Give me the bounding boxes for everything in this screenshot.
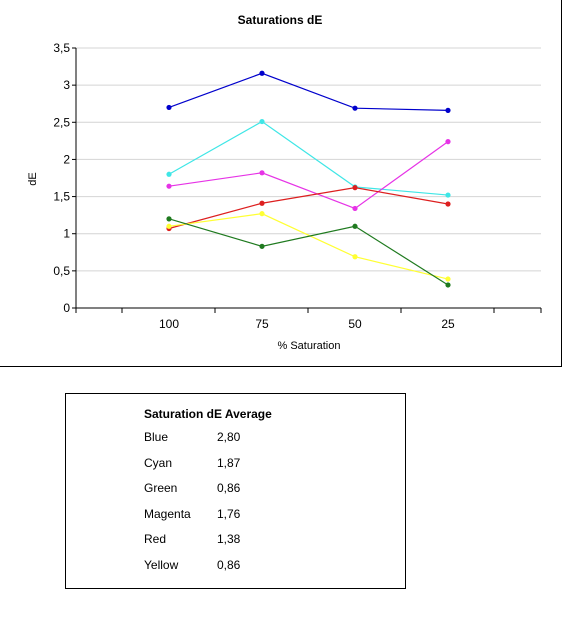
- data-point: [445, 192, 451, 198]
- data-point: [166, 216, 172, 222]
- data-point: [259, 70, 265, 76]
- average-row-label: Red: [144, 532, 167, 546]
- series-5: [166, 216, 451, 288]
- data-point: [352, 105, 358, 111]
- data-point: [352, 223, 358, 229]
- saturation-average-table: Saturation dE Average Blue 2,80 Cyan 1,87 Gr…: [65, 393, 406, 589]
- x-tick-label: 50: [348, 317, 362, 331]
- data-point: [445, 139, 451, 145]
- y-tick-label: 2: [63, 152, 70, 166]
- y-tick-label: 3: [63, 78, 70, 92]
- average-row-value: 1,76: [217, 506, 241, 521]
- data-point: [166, 104, 172, 111]
- average-row-label: Cyan: [144, 455, 173, 470]
- series-0: [166, 70, 451, 113]
- data-point: [352, 254, 358, 260]
- data-point: [445, 201, 451, 207]
- average-row-blue: Blue 2,80: [66, 430, 405, 446]
- series-4: [166, 211, 451, 282]
- x-tick-label: 100: [159, 317, 179, 331]
- series-lines: [166, 70, 451, 288]
- average-row-green: Green 0,86: [66, 481, 405, 497]
- average-row-red: Red 1,38: [66, 532, 405, 548]
- grid-lines: [76, 47, 541, 272]
- average-row-label: Blue: [144, 430, 169, 444]
- series-2: [166, 139, 451, 212]
- y-tick-label: 0: [63, 301, 70, 315]
- average-row-value: 0,86: [217, 557, 241, 572]
- y-tick-label: 1: [63, 227, 70, 241]
- x-axis-label: % Saturation: [278, 340, 341, 352]
- series-line: [168, 187, 449, 230]
- x-tick-labels: 100 75 50 25: [159, 317, 455, 331]
- average-row-label: Green: [144, 481, 178, 495]
- data-point: [166, 223, 172, 229]
- average-row-value: 0,86: [217, 481, 241, 495]
- data-point: [259, 243, 265, 249]
- average-row-value: 1,87: [217, 455, 241, 470]
- data-point: [445, 276, 451, 282]
- data-point: [259, 170, 265, 176]
- y-tick-label: 1,5: [53, 190, 70, 204]
- series-line: [168, 120, 449, 196]
- axes: [72, 47, 542, 313]
- average-row-magenta: Magenta 1,76: [66, 507, 405, 523]
- data-point: [166, 183, 172, 189]
- series-line: [168, 213, 449, 280]
- average-row-label: Yellow: [144, 557, 179, 572]
- series-line: [168, 218, 449, 286]
- data-point: [259, 211, 265, 217]
- saturation-line-chart: Saturations dE 0 0,5 1 1,5 2 2,5 3 3,5 100 75 50 2…: [27, 13, 542, 352]
- series-line: [168, 141, 449, 210]
- y-tick-label: 3,5: [53, 41, 70, 55]
- data-point: [445, 282, 451, 288]
- x-tick-label: 25: [441, 317, 455, 331]
- series-3: [166, 185, 451, 232]
- data-point: [352, 185, 358, 191]
- average-row-label: Magenta: [144, 506, 191, 521]
- y-axis-label: dE: [27, 172, 39, 185]
- data-point: [352, 205, 358, 212]
- chart-title: Saturations dE: [238, 13, 323, 27]
- average-table-title: Saturation dE Average: [144, 407, 272, 421]
- average-row-cyan: Cyan 1,87: [66, 456, 405, 472]
- data-point: [259, 118, 265, 125]
- series-line: [168, 72, 449, 111]
- average-row-value: 2,80: [217, 430, 241, 444]
- series-1: [166, 118, 451, 198]
- average-row-value: 1,38: [217, 532, 241, 546]
- x-tick-label: 75: [255, 317, 269, 331]
- chart-panel: Saturations dE 0 0,5 1 1,5 2 2,5 3 3,5 100 75 50 2…: [0, 0, 562, 367]
- y-tick-label: 0,5: [53, 264, 70, 278]
- y-tick-label: 2,5: [53, 115, 70, 129]
- data-point: [259, 200, 265, 206]
- data-point: [445, 107, 451, 113]
- data-point: [166, 171, 172, 177]
- average-row-yellow: Yellow 0,86: [66, 558, 405, 574]
- y-tick-labels: 0 0,5 1 1,5 2 2,5 3 3,5: [53, 41, 70, 315]
